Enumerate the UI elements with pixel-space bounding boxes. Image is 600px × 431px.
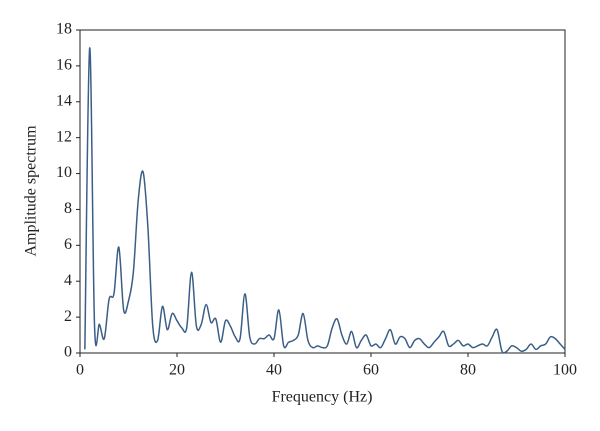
y-tick-label: 2 [64,308,72,325]
y-tick-label: 18 [56,21,72,38]
y-tick-label: 0 [64,344,72,361]
spectrum-line [84,47,566,354]
y-tick-label: 14 [56,92,72,109]
x-tick-label: 100 [553,362,577,379]
x-axis-label: Frequency (Hz) [272,389,373,406]
y-tick-label: 12 [56,128,72,145]
y-axis-label: Amplitude spectrum [23,125,40,257]
x-tick-label: 40 [266,362,282,379]
x-tick-label: 20 [169,362,185,379]
x-tick-label: 60 [363,362,379,379]
y-tick-label: 8 [64,200,72,217]
x-tick-label: 80 [460,362,476,379]
plot-frame [79,29,566,354]
y-tick-label: 16 [56,57,72,74]
y-tick-label: 10 [56,164,72,181]
y-tick-label: 4 [64,272,72,289]
x-tick-label: 0 [76,362,84,379]
y-tick-label: 6 [64,236,72,253]
